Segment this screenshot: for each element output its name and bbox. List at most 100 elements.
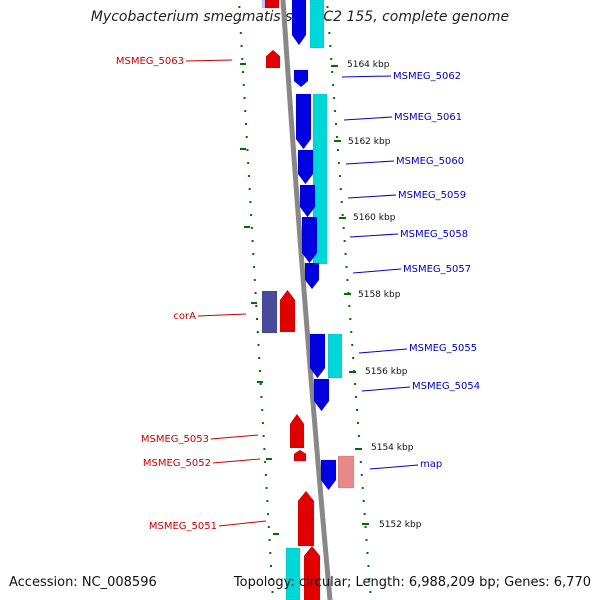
ruler-tick-left xyxy=(257,381,263,383)
gene-label-reverse[interactable]: MSMEG_5057 xyxy=(403,264,471,275)
gene-msmeg-5052[interactable] xyxy=(293,449,307,462)
guide-dot xyxy=(343,240,346,242)
guide-dot xyxy=(255,305,258,307)
gene-msmeg-5063[interactable] xyxy=(265,49,281,69)
guide-dot xyxy=(341,214,344,216)
guide-dot xyxy=(363,513,366,515)
guide-dot xyxy=(254,292,257,294)
guide-dot xyxy=(264,474,267,476)
gene-label-reverse[interactable]: MSMEG_5061 xyxy=(394,112,462,123)
guide-dot xyxy=(332,84,335,86)
gene-label-forward[interactable]: MSMEG_5051 xyxy=(149,521,217,532)
gene-msmeg-5055[interactable] xyxy=(309,333,326,379)
ruler-tick xyxy=(349,371,356,373)
gene-label-reverse[interactable]: MSMEG_5060 xyxy=(396,156,464,167)
gene-label-reverse[interactable]: MSMEG_5054 xyxy=(412,381,480,392)
guide-dot xyxy=(270,565,273,567)
guide-dot xyxy=(242,71,245,73)
guide-dot xyxy=(240,45,243,47)
gene-msmeg-5060[interactable] xyxy=(297,149,314,185)
label-leader xyxy=(218,520,267,527)
gene-block-top[interactable] xyxy=(264,0,280,9)
gene-label-reverse[interactable]: MSMEG_5055 xyxy=(409,343,477,354)
guide-dot xyxy=(257,344,260,346)
guide-dot xyxy=(247,175,250,177)
gene-features xyxy=(261,0,355,600)
ruler-tick xyxy=(355,448,362,450)
gene-msmeg-5054[interactable] xyxy=(313,378,330,412)
guide-dot xyxy=(348,305,351,307)
guide-dot xyxy=(238,6,241,8)
gene-msmeg-5053[interactable] xyxy=(289,413,305,449)
guide-dot xyxy=(259,383,262,385)
guide-dot xyxy=(269,552,272,554)
gene-block[interactable] xyxy=(291,0,307,46)
guide-dot xyxy=(261,422,264,424)
gene-msmeg-5059[interactable] xyxy=(299,184,316,218)
guide-dot xyxy=(268,539,271,541)
guide-dot xyxy=(344,253,347,255)
guide-dot xyxy=(356,422,359,424)
guide-dot xyxy=(258,370,261,372)
gene-msmeg-5057[interactable] xyxy=(304,262,320,290)
ruler-label: 5164 kbp xyxy=(347,60,390,70)
guide-dot xyxy=(365,539,368,541)
guide-dot xyxy=(345,266,348,268)
guide-dot xyxy=(250,227,253,229)
guide-dot xyxy=(364,526,367,528)
ruler-tick-left xyxy=(273,533,279,535)
label-leader xyxy=(210,434,259,440)
gene-msmeg-5051[interactable] xyxy=(297,490,315,547)
gene-cora[interactable] xyxy=(279,289,296,333)
gene-label-reverse[interactable]: map xyxy=(420,459,442,470)
cyan-feature[interactable] xyxy=(327,333,343,379)
gene-label-forward[interactable]: corA xyxy=(173,311,196,322)
accession-label: Accession: NC_008596 xyxy=(9,575,157,590)
guide-dot xyxy=(331,71,334,73)
ruler-label: 5156 kbp xyxy=(365,367,408,377)
gene-map[interactable] xyxy=(320,459,337,491)
cyan-feature[interactable] xyxy=(309,0,325,49)
gene-label-forward[interactable]: MSMEG_5063 xyxy=(116,56,184,67)
label-leader xyxy=(185,59,233,62)
label-leader xyxy=(347,194,397,199)
guide-dot xyxy=(262,435,265,437)
ruler-tick-left xyxy=(244,226,250,228)
guide-dot xyxy=(335,123,338,125)
ruler-label: 5154 kbp xyxy=(371,443,414,453)
guide-dot xyxy=(263,448,266,450)
guide-dot xyxy=(369,591,372,593)
gene-label-forward[interactable]: MSMEG_5052 xyxy=(143,458,211,469)
ruler-tick xyxy=(339,217,346,219)
guide-dot xyxy=(360,474,363,476)
gene-msmeg-5061[interactable] xyxy=(295,93,312,150)
kbp-ruler: 5164 kbp 5162 kbp 5160 kbp 5158 kbp 5156 kbp… xyxy=(240,60,422,535)
guide-dot xyxy=(342,227,345,229)
label-leader xyxy=(341,75,392,78)
pink-feature[interactable] xyxy=(337,455,355,489)
gene-msmeg-5062[interactable] xyxy=(293,69,309,88)
guide-dot xyxy=(250,214,253,216)
cyan-feature[interactable] xyxy=(285,547,301,600)
purple-feature[interactable] xyxy=(261,290,278,334)
guide-dot xyxy=(266,500,269,502)
guide-dot xyxy=(350,331,353,333)
gene-label-reverse[interactable]: MSMEG_5062 xyxy=(393,71,461,82)
guide-dot xyxy=(249,201,252,203)
label-leader xyxy=(352,268,402,274)
gene-label-forward[interactable]: MSMEG_5053 xyxy=(141,434,209,445)
guide-dot xyxy=(338,175,341,177)
ruler-label: 5160 kbp xyxy=(353,213,396,223)
gene-msmeg-5058[interactable] xyxy=(301,216,318,264)
guide-dot xyxy=(239,19,242,21)
guide-dot xyxy=(333,97,336,99)
gene-label-reverse[interactable]: MSMEG_5058 xyxy=(400,229,468,240)
guide-dot xyxy=(258,357,261,359)
guide-dot xyxy=(267,526,270,528)
guide-dot xyxy=(366,552,369,554)
gene-label-reverse[interactable]: MSMEG_5059 xyxy=(398,190,466,201)
gene-block[interactable] xyxy=(303,545,321,600)
guide-dot xyxy=(327,19,330,21)
guide-dot xyxy=(367,565,370,567)
